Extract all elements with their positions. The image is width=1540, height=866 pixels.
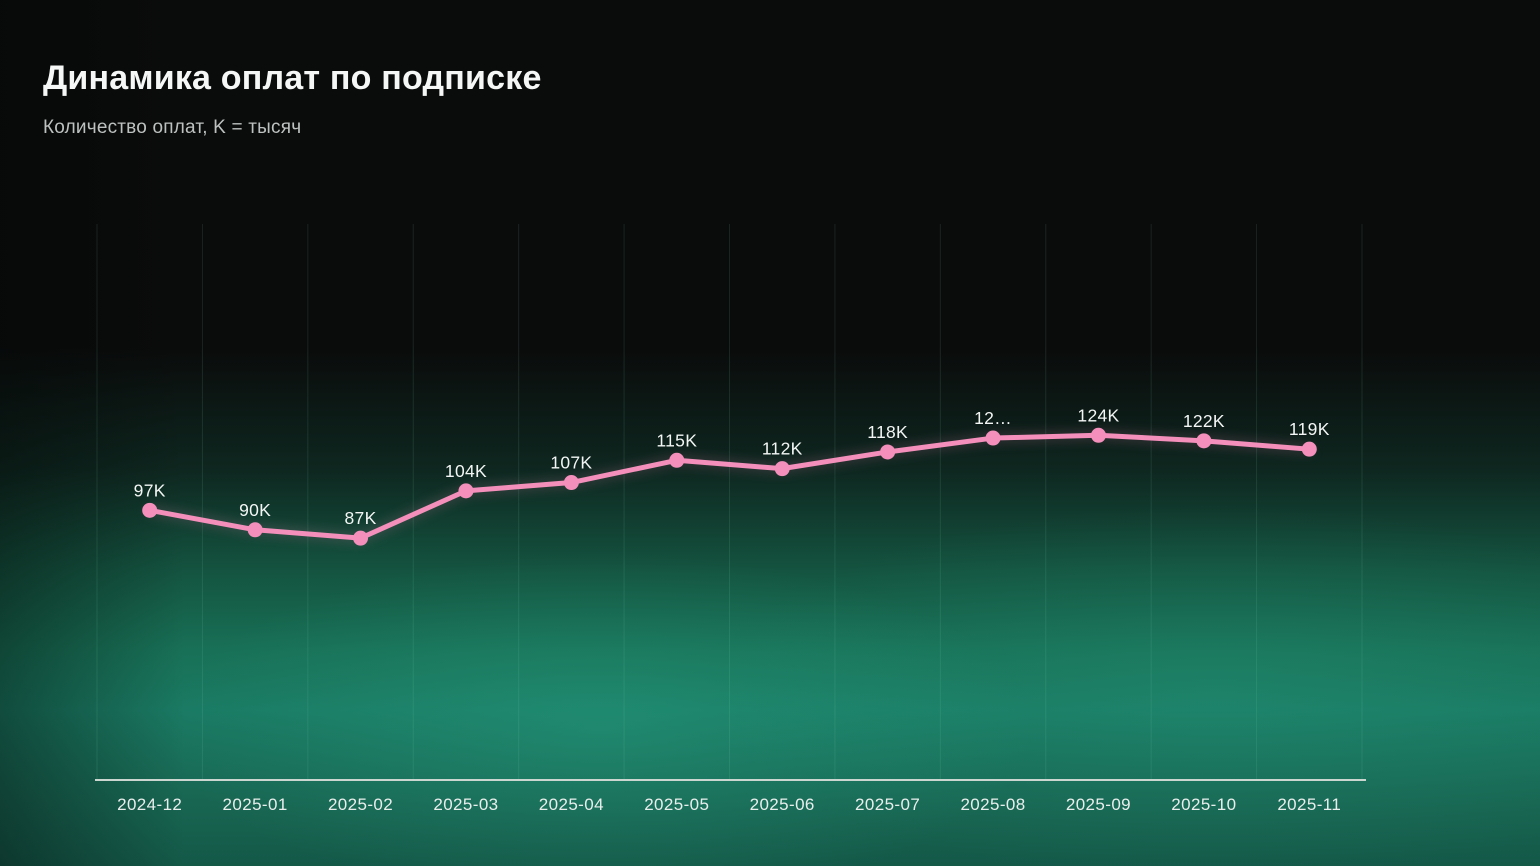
point-label: 87K [345, 508, 377, 528]
point-label: 122K [1183, 411, 1225, 431]
data-point[interactable] [458, 483, 474, 499]
point-label: 112K [762, 439, 803, 459]
x-tick-label: 2025-06 [750, 795, 815, 814]
data-point[interactable] [563, 475, 579, 491]
x-tick-label: 2025-05 [644, 795, 709, 814]
point-label: 119K [1289, 419, 1330, 439]
data-point[interactable] [669, 452, 685, 468]
x-tick-label: 2025-04 [539, 795, 604, 814]
x-tick-label: 2025-09 [1066, 795, 1131, 814]
data-point[interactable] [353, 530, 369, 546]
series-line [147, 432, 1312, 541]
point-label: 118K [867, 422, 908, 442]
chart-title: Динамика оплат по подписке [43, 59, 542, 97]
data-point[interactable] [142, 502, 158, 518]
x-tick-label: 2025-02 [328, 795, 393, 814]
x-tick-label: 2025-07 [855, 795, 920, 814]
x-tick-label: 2025-01 [223, 795, 288, 814]
data-point[interactable] [774, 461, 790, 477]
point-label: 115K [656, 430, 697, 450]
chart-subtitle: Количество оплат, K = тысяч [43, 116, 302, 138]
point-label: 104K [445, 461, 487, 481]
point-label: 124K [1077, 405, 1119, 425]
point-label: 97K [134, 480, 166, 500]
x-tick-label: 2025-03 [433, 795, 498, 814]
data-point[interactable] [1090, 427, 1106, 443]
x-tick-label: 2025-08 [960, 795, 1025, 814]
chart-header: Динамика оплат по подписке Количество оп… [43, 58, 542, 139]
x-tick-label: 2024-12 [117, 795, 182, 814]
point-label: 90K [239, 500, 271, 520]
x-tick-label: 2025-11 [1277, 795, 1341, 814]
data-point[interactable] [880, 444, 896, 460]
data-point[interactable] [1301, 441, 1317, 457]
point-label: 12… [974, 408, 1012, 428]
data-point[interactable] [247, 522, 263, 538]
data-point[interactable] [1196, 433, 1212, 449]
data-point[interactable] [985, 430, 1001, 446]
x-tick-label: 2025-10 [1171, 795, 1236, 814]
point-label: 107K [550, 453, 592, 473]
